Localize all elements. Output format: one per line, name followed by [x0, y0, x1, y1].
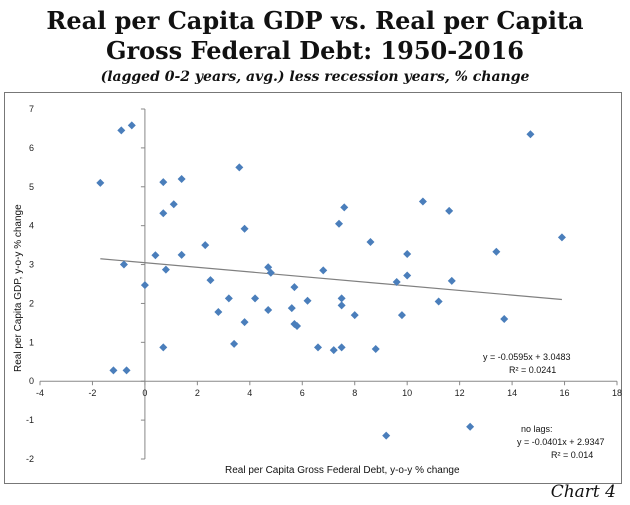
- data-point: [151, 251, 160, 260]
- x-tick-label: 18: [612, 388, 622, 398]
- data-point: [117, 126, 126, 135]
- x-tick-label: 2: [195, 388, 200, 398]
- data-point: [235, 163, 244, 172]
- data-point: [371, 344, 380, 353]
- chart-subtitle: (lagged 0-2 years, avg.) less recession …: [100, 69, 530, 85]
- data-point: [201, 241, 210, 250]
- x-axis-label: Real per Capita Gross Federal Debt, y-o-…: [225, 465, 460, 476]
- data-point: [447, 276, 456, 285]
- equation-nolag: y = -0.0401x + 2.9347: [517, 437, 605, 447]
- data-point: [303, 296, 312, 305]
- trendline-group: [100, 258, 562, 301]
- equation-main: y = -0.0595x + 3.0483: [483, 352, 571, 362]
- data-point: [159, 209, 168, 218]
- data-point: [240, 224, 249, 233]
- data-point: [109, 366, 118, 375]
- data-point: [392, 278, 401, 287]
- data-point: [445, 206, 454, 215]
- y-tick-label: 6: [29, 143, 34, 153]
- y-tick-label: 3: [29, 260, 34, 270]
- chart-title-line1: Real per Capita GDP vs. Real per Capita: [46, 6, 584, 35]
- data-point: [240, 318, 249, 327]
- data-point: [251, 294, 260, 303]
- data-point: [293, 322, 302, 330]
- data-point: [140, 281, 149, 290]
- data-point: [334, 219, 343, 228]
- trendline: [100, 258, 562, 301]
- x-tick-label: 14: [507, 388, 517, 398]
- data-point: [403, 250, 412, 259]
- data-point: [434, 297, 443, 306]
- chart-frame: [4, 92, 622, 484]
- chart-number-label: Chart 4: [550, 482, 616, 502]
- data-point: [161, 265, 170, 274]
- data-point: [337, 301, 346, 310]
- data-point: [350, 311, 359, 320]
- y-axis-label: Real per Capita GDP, y-o-y % change: [13, 204, 24, 372]
- data-point: [557, 233, 566, 242]
- data-point: [382, 431, 391, 440]
- y-tick-label: 1: [29, 337, 34, 347]
- data-point: [159, 178, 168, 187]
- data-point: [397, 311, 406, 320]
- axes-group: [39, 108, 618, 460]
- x-tick-label: 8: [352, 388, 357, 398]
- data-point: [169, 200, 178, 209]
- x-tick-label: -4: [36, 388, 44, 398]
- y-tick-label: 7: [29, 104, 34, 114]
- r2-main: R² = 0.0241: [509, 365, 556, 375]
- y-tick-label: -1: [26, 415, 34, 425]
- data-point: [264, 263, 273, 272]
- data-point: [466, 422, 475, 431]
- data-point: [366, 238, 375, 246]
- r2-nolag: R² = 0.014: [551, 450, 593, 460]
- points-group: [96, 121, 566, 440]
- data-point: [230, 339, 239, 348]
- y-tick-label: 0: [29, 376, 34, 386]
- y-tick-label: 5: [29, 182, 34, 192]
- data-point: [96, 178, 105, 187]
- x-tick-label: 6: [300, 388, 305, 398]
- x-tick-label: 10: [402, 388, 412, 398]
- data-point: [177, 175, 186, 183]
- y-tick-label: 2: [29, 298, 34, 308]
- data-point: [159, 343, 168, 352]
- data-point: [329, 346, 338, 355]
- data-point: [290, 283, 299, 292]
- data-point: [337, 343, 346, 352]
- data-point: [119, 260, 128, 269]
- y-tick-label: -2: [26, 454, 34, 464]
- data-point: [127, 121, 136, 130]
- data-point: [526, 130, 535, 139]
- x-tick-label: 4: [247, 388, 252, 398]
- data-point: [224, 294, 233, 303]
- chart-title-line2: Gross Federal Debt: 1950-2016: [106, 36, 524, 65]
- data-point: [177, 250, 186, 259]
- data-point: [418, 197, 427, 206]
- data-point: [266, 268, 275, 277]
- x-tick-label: 0: [142, 388, 147, 398]
- data-point: [214, 308, 223, 316]
- data-point: [403, 271, 412, 280]
- data-point: [340, 203, 349, 212]
- y-tick-label: 4: [29, 221, 34, 231]
- data-point: [287, 304, 296, 313]
- x-tick-label: 16: [560, 388, 570, 398]
- data-point: [206, 276, 215, 285]
- data-point: [122, 366, 131, 375]
- data-point: [500, 315, 509, 323]
- nolag-label: no lags:: [521, 424, 553, 434]
- x-tick-label: -2: [88, 388, 96, 398]
- x-tick-label: 12: [455, 388, 465, 398]
- data-point: [492, 247, 501, 256]
- data-point: [264, 306, 273, 315]
- data-point: [337, 294, 346, 303]
- data-point: [319, 266, 328, 275]
- data-point: [314, 343, 323, 352]
